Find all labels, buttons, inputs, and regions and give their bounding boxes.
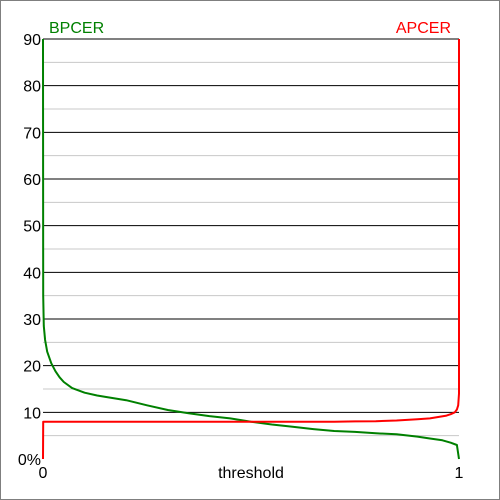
y-tick-label: 30 — [23, 312, 41, 329]
y-tick-labels: 0% 10 20 30 40 50 60 70 80 90 — [18, 32, 41, 469]
y-tick-label: 60 — [23, 172, 41, 189]
y-tick-label: 80 — [23, 79, 41, 96]
series-lines — [42, 38, 460, 460]
legend-apcer: APCER — [396, 20, 451, 37]
x-tick-label: 0 — [39, 465, 48, 482]
y-tick-label: 10 — [23, 405, 41, 422]
y-tick-label: 0% — [18, 452, 41, 469]
y-tick-label: 20 — [23, 359, 41, 376]
y-tick-label: 50 — [23, 219, 41, 236]
series-line-bpcer — [42, 38, 460, 460]
series-line-apcer — [42, 39, 460, 460]
y-tick-label: 70 — [23, 125, 41, 142]
y-tick-label: 90 — [23, 32, 41, 49]
x-axis-label: threshold — [218, 465, 284, 482]
y-tick-label: 40 — [23, 265, 41, 282]
x-tick-label: 1 — [455, 465, 464, 482]
legend-bpcer: BPCER — [49, 20, 104, 37]
grid-lines — [43, 38, 459, 437]
